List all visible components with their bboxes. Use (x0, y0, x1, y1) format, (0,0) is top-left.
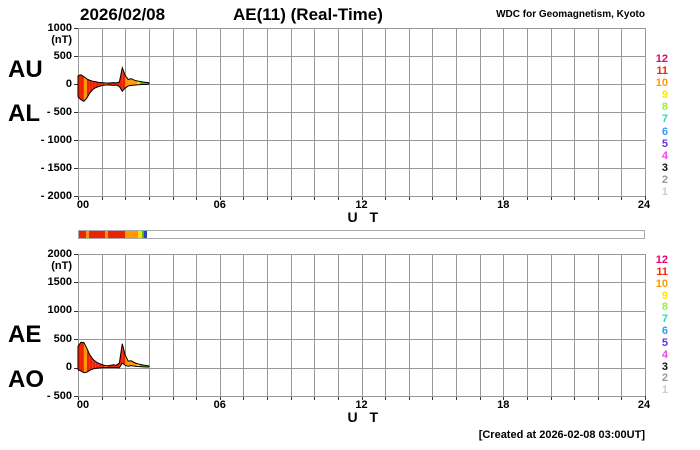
ae-ao-chart (74, 254, 646, 400)
y-tick-label: 0 (65, 77, 72, 90)
station-count-12: 12 (655, 53, 668, 65)
station-count-4: 4 (661, 348, 668, 361)
data-availability-bar (78, 230, 645, 239)
label-ao: AO (8, 366, 44, 393)
y-tick-label: - 2000 (40, 189, 72, 202)
station-count-9: 9 (661, 89, 668, 102)
station-count-5: 5 (661, 137, 668, 150)
y-tick-label: 1500 (47, 275, 72, 288)
station-count-12: 12 (655, 254, 668, 266)
label-au: AU (8, 56, 43, 83)
station-count-legend-top: 12 11 10 9 8 7 6 5 4 3 2 1 (650, 53, 668, 198)
availability-segment (104, 231, 108, 238)
station-count-10: 10 (655, 277, 668, 290)
x-tick-label: 24 (637, 399, 651, 411)
x-tick-label: 24 (637, 199, 651, 211)
y-axis-unit-label: (nT) (51, 33, 72, 46)
station-count-10: 10 (655, 77, 668, 90)
y-tick-label: 500 (53, 49, 72, 62)
y-tick-label: - 500 (46, 389, 72, 402)
x-tick-label: 00 (76, 399, 90, 411)
station-count-2: 2 (661, 173, 668, 186)
availability-segment (86, 231, 90, 238)
station-count-8: 8 (661, 301, 668, 314)
plot-date: 2026/02/08 (80, 5, 166, 24)
station-count-11: 11 (656, 265, 668, 278)
station-count-3: 3 (661, 360, 668, 373)
station-count-1: 1 (661, 384, 668, 397)
page-title: AE(11) (Real-Time) (233, 5, 383, 24)
y-tick-label: 0 (65, 361, 72, 374)
station-count-6: 6 (661, 325, 668, 338)
availability-segment (107, 231, 125, 238)
x-tick-label: 00 (76, 199, 90, 211)
y-tick-label: - 1000 (40, 133, 72, 146)
station-count-3: 3 (661, 161, 668, 174)
y-tick-label: - 1500 (40, 161, 72, 174)
x-tick-label: 06 (213, 199, 226, 211)
label-ae: AE (8, 321, 42, 348)
y-tick-label: 500 (53, 332, 72, 345)
station-count-legend-bottom: 12 11 10 9 8 7 6 5 4 3 2 1 (650, 254, 668, 396)
y-tick-label: 1000 (47, 21, 72, 34)
x-tick-label: 06 (213, 399, 226, 411)
station-count-5: 5 (661, 336, 668, 349)
availability-segment (124, 231, 138, 238)
availability-segment (144, 231, 148, 238)
availability-segment (137, 231, 142, 238)
station-count-1: 1 (661, 186, 668, 199)
data-source-label: WDC for Geomagnetism, Kyoto (496, 9, 645, 20)
x-tick-label: 18 (497, 199, 510, 211)
y-tick-label: 1000 (47, 304, 72, 317)
au-al-chart (74, 28, 646, 200)
label-al: AL (8, 100, 40, 127)
station-count-9: 9 (661, 289, 668, 302)
y-tick-label: - 500 (46, 105, 72, 118)
station-count-7: 7 (661, 313, 668, 326)
created-timestamp: [Created at 2026-02-08 03:00UT] (478, 429, 645, 441)
station-count-7: 7 (661, 113, 668, 126)
availability-segment (141, 231, 145, 238)
x-tick-label: 12 (355, 199, 368, 211)
x-tick-label: 12 (355, 399, 368, 411)
availability-segment (79, 231, 87, 238)
x-tick-label: 18 (497, 399, 510, 411)
station-count-11: 11 (656, 65, 668, 78)
y-axis-unit-label: (nT) (51, 259, 72, 272)
station-count-8: 8 (661, 101, 668, 114)
station-count-2: 2 (661, 372, 668, 385)
ut-axis-label: U T (347, 209, 383, 225)
station-count-6: 6 (661, 125, 668, 138)
ut-axis-label: U T (347, 409, 383, 425)
station-count-4: 4 (661, 149, 668, 162)
y-tick-label: 2000 (47, 247, 72, 260)
availability-segment (89, 231, 105, 238)
